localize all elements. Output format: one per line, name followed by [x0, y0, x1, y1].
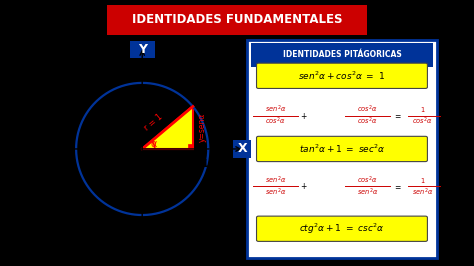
FancyBboxPatch shape [251, 43, 433, 66]
Text: $cos^2\alpha$: $cos^2\alpha$ [357, 104, 378, 115]
Text: $cos^2\alpha$: $cos^2\alpha$ [357, 174, 378, 186]
FancyBboxPatch shape [107, 5, 367, 35]
Text: $cos^2\alpha$: $cos^2\alpha$ [412, 116, 433, 127]
Text: -1: -1 [64, 159, 75, 169]
FancyBboxPatch shape [130, 41, 155, 59]
Text: $cos^2\alpha$: $cos^2\alpha$ [357, 116, 378, 127]
Text: X: X [237, 143, 247, 155]
Text: y=senα: y=senα [198, 113, 207, 142]
Text: $=$: $=$ [393, 182, 402, 191]
Text: $cos^2\alpha$: $cos^2\alpha$ [265, 116, 286, 127]
Text: IDENTIDADES PITÁGORICAS: IDENTIDADES PITÁGORICAS [283, 50, 401, 59]
Text: (x; y): (x; y) [197, 95, 219, 104]
Text: -1: -1 [123, 215, 134, 225]
Polygon shape [188, 144, 193, 149]
FancyBboxPatch shape [256, 136, 428, 162]
Text: $1$: $1$ [419, 176, 425, 185]
Text: $sen^2\alpha$: $sen^2\alpha$ [265, 174, 286, 186]
FancyBboxPatch shape [256, 63, 428, 88]
Text: $1$: $1$ [419, 105, 425, 114]
Text: $sen^2\alpha$: $sen^2\alpha$ [265, 187, 286, 198]
Polygon shape [142, 106, 193, 149]
Text: x=cosα: x=cosα [152, 160, 183, 169]
Text: 1: 1 [201, 159, 209, 169]
Text: $tan^2\alpha + 1\ =\ sec^2\alpha$: $tan^2\alpha + 1\ =\ sec^2\alpha$ [299, 143, 385, 155]
Text: $+$: $+$ [301, 111, 308, 121]
FancyBboxPatch shape [256, 216, 428, 242]
Text: $sen^2\alpha$: $sen^2\alpha$ [357, 187, 378, 198]
Text: Y: Y [138, 43, 146, 56]
Text: IDENTIDADES FUNDAMENTALES: IDENTIDADES FUNDAMENTALES [132, 14, 342, 26]
FancyBboxPatch shape [233, 140, 252, 157]
Text: $sen^2\alpha$: $sen^2\alpha$ [265, 104, 286, 115]
Text: $sen^2\alpha + cos^2\alpha\ =\ 1$: $sen^2\alpha + cos^2\alpha\ =\ 1$ [299, 70, 385, 82]
Text: $sen^2\alpha$: $sen^2\alpha$ [412, 187, 433, 198]
Text: 1: 1 [127, 70, 134, 80]
Text: $ctg^2\alpha + 1\ =\ csc^2\alpha$: $ctg^2\alpha + 1\ =\ csc^2\alpha$ [299, 222, 385, 236]
Text: r = 1: r = 1 [142, 112, 164, 133]
Text: $+$: $+$ [301, 181, 308, 191]
FancyBboxPatch shape [247, 40, 437, 258]
Text: α: α [150, 139, 156, 149]
Text: $=$: $=$ [393, 111, 402, 120]
